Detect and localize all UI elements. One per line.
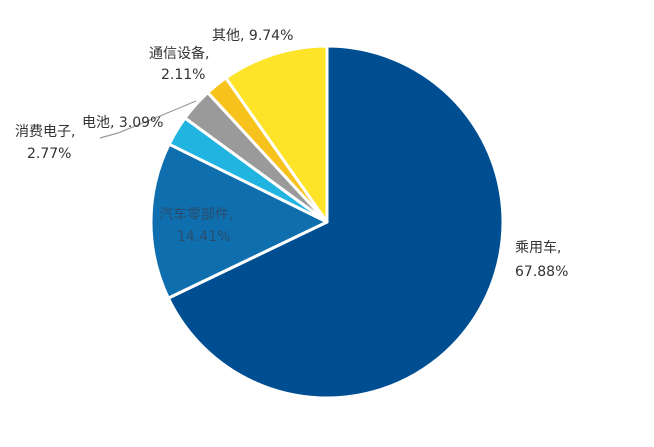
pie-slice-other [224, 44, 329, 224]
data-label-auto-parts-name: 汽车零部件, [159, 206, 233, 223]
data-label-passenger-car-name: 乘用车, [515, 239, 561, 256]
data-label-passenger-car-value: 67.88% [515, 264, 568, 280]
pie-slice-auto-parts [149, 142, 329, 300]
data-label-battery: 电池, 3.09% [82, 115, 163, 131]
data-label-telecom-name: 通信设备, [149, 45, 209, 62]
leader-line-battery [99, 100, 197, 139]
data-label-other: 其他, 9.74% [212, 28, 293, 44]
pie-slice-passenger-car [166, 44, 505, 400]
data-label-consumer-electronics-name: 消费电子, [15, 124, 75, 140]
data-label-auto-parts-value: 14.41% [177, 229, 230, 245]
data-label-telecom-value: 2.11% [161, 67, 205, 83]
data-label-consumer-electronics-value: 2.77% [27, 146, 71, 162]
